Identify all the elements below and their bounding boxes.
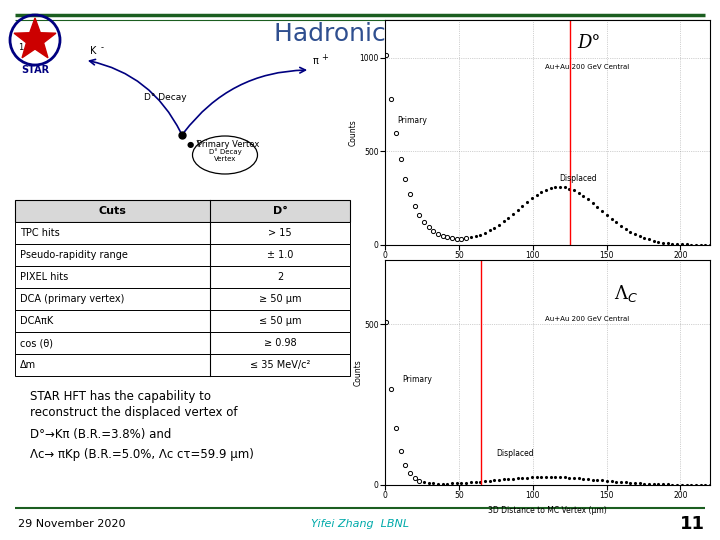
- Text: STAR: STAR: [21, 65, 49, 75]
- Text: D°: D°: [273, 206, 287, 216]
- Text: π: π: [313, 56, 319, 66]
- FancyBboxPatch shape: [15, 222, 350, 244]
- Text: 11: 11: [680, 515, 705, 533]
- Y-axis label: Counts: Counts: [349, 119, 358, 146]
- Text: DCA (primary vertex): DCA (primary vertex): [20, 294, 125, 304]
- Text: reconstruct the displaced vertex of: reconstruct the displaced vertex of: [30, 406, 238, 419]
- FancyBboxPatch shape: [15, 200, 350, 222]
- Text: TPC hits: TPC hits: [20, 228, 60, 238]
- Y-axis label: Counts: Counts: [354, 359, 363, 386]
- Text: Displaced: Displaced: [496, 449, 534, 458]
- Text: Primary: Primary: [402, 375, 433, 384]
- Text: cos (θ): cos (θ): [20, 338, 53, 348]
- Text: ≥ 0.98: ≥ 0.98: [264, 338, 297, 348]
- Text: K: K: [90, 46, 96, 56]
- FancyBboxPatch shape: [15, 310, 350, 332]
- X-axis label: 3D Difference to MC Vertex (μm): 3D Difference to MC Vertex (μm): [485, 266, 610, 275]
- Text: Au+Au 200 GeV Central: Au+Au 200 GeV Central: [544, 64, 629, 70]
- Text: ≤ 50 μm: ≤ 50 μm: [258, 316, 301, 326]
- Text: ≥ 50 μm: ≥ 50 μm: [258, 294, 301, 304]
- Text: Δm: Δm: [20, 360, 36, 370]
- Text: Λ$_C$: Λ$_C$: [614, 282, 638, 303]
- Text: D° Decay: D° Decay: [144, 93, 186, 102]
- FancyBboxPatch shape: [15, 244, 350, 266]
- Text: +: +: [321, 53, 328, 62]
- Text: 29 November 2020: 29 November 2020: [18, 519, 125, 529]
- FancyBboxPatch shape: [15, 332, 350, 354]
- Text: ± 1.0: ± 1.0: [267, 250, 293, 260]
- Text: Hadronic channels: Hadronic channels: [274, 22, 506, 46]
- FancyBboxPatch shape: [15, 266, 350, 288]
- Text: Yifei Zhang  LBNL: Yifei Zhang LBNL: [311, 519, 409, 529]
- Text: > 15: > 15: [268, 228, 292, 238]
- Text: Λc→ πKp (B.R.=5.0%, Λc cτ=59.9 μm): Λc→ πKp (B.R.=5.0%, Λc cτ=59.9 μm): [30, 448, 254, 461]
- Polygon shape: [14, 18, 56, 58]
- Text: D°→Kπ (B.R.=3.8%) and: D°→Kπ (B.R.=3.8%) and: [30, 428, 171, 441]
- FancyBboxPatch shape: [15, 354, 350, 376]
- Text: 2: 2: [277, 272, 283, 282]
- Text: Primary: Primary: [397, 116, 427, 125]
- Text: Displaced: Displaced: [559, 174, 597, 183]
- FancyBboxPatch shape: [15, 288, 350, 310]
- Text: D° Decay
Vertex: D° Decay Vertex: [209, 148, 241, 162]
- Text: PIXEL hits: PIXEL hits: [20, 272, 68, 282]
- Text: -: -: [101, 43, 104, 52]
- X-axis label: 3D Distance to MC Vertex (μm): 3D Distance to MC Vertex (μm): [488, 506, 607, 515]
- Text: STAR HFT has the capability to: STAR HFT has the capability to: [30, 390, 211, 403]
- Text: Au+Au 200 GeV Central: Au+Au 200 GeV Central: [544, 316, 629, 322]
- Text: D°: D°: [577, 34, 600, 52]
- Text: Cuts: Cuts: [99, 206, 127, 216]
- Text: 1: 1: [18, 43, 23, 52]
- Text: ≤ 35 MeV/c²: ≤ 35 MeV/c²: [250, 360, 310, 370]
- Text: Pseudo-rapidity range: Pseudo-rapidity range: [20, 250, 128, 260]
- Text: DCAπK: DCAπK: [20, 316, 53, 326]
- Text: ● Primary Vertex: ● Primary Vertex: [187, 140, 259, 149]
